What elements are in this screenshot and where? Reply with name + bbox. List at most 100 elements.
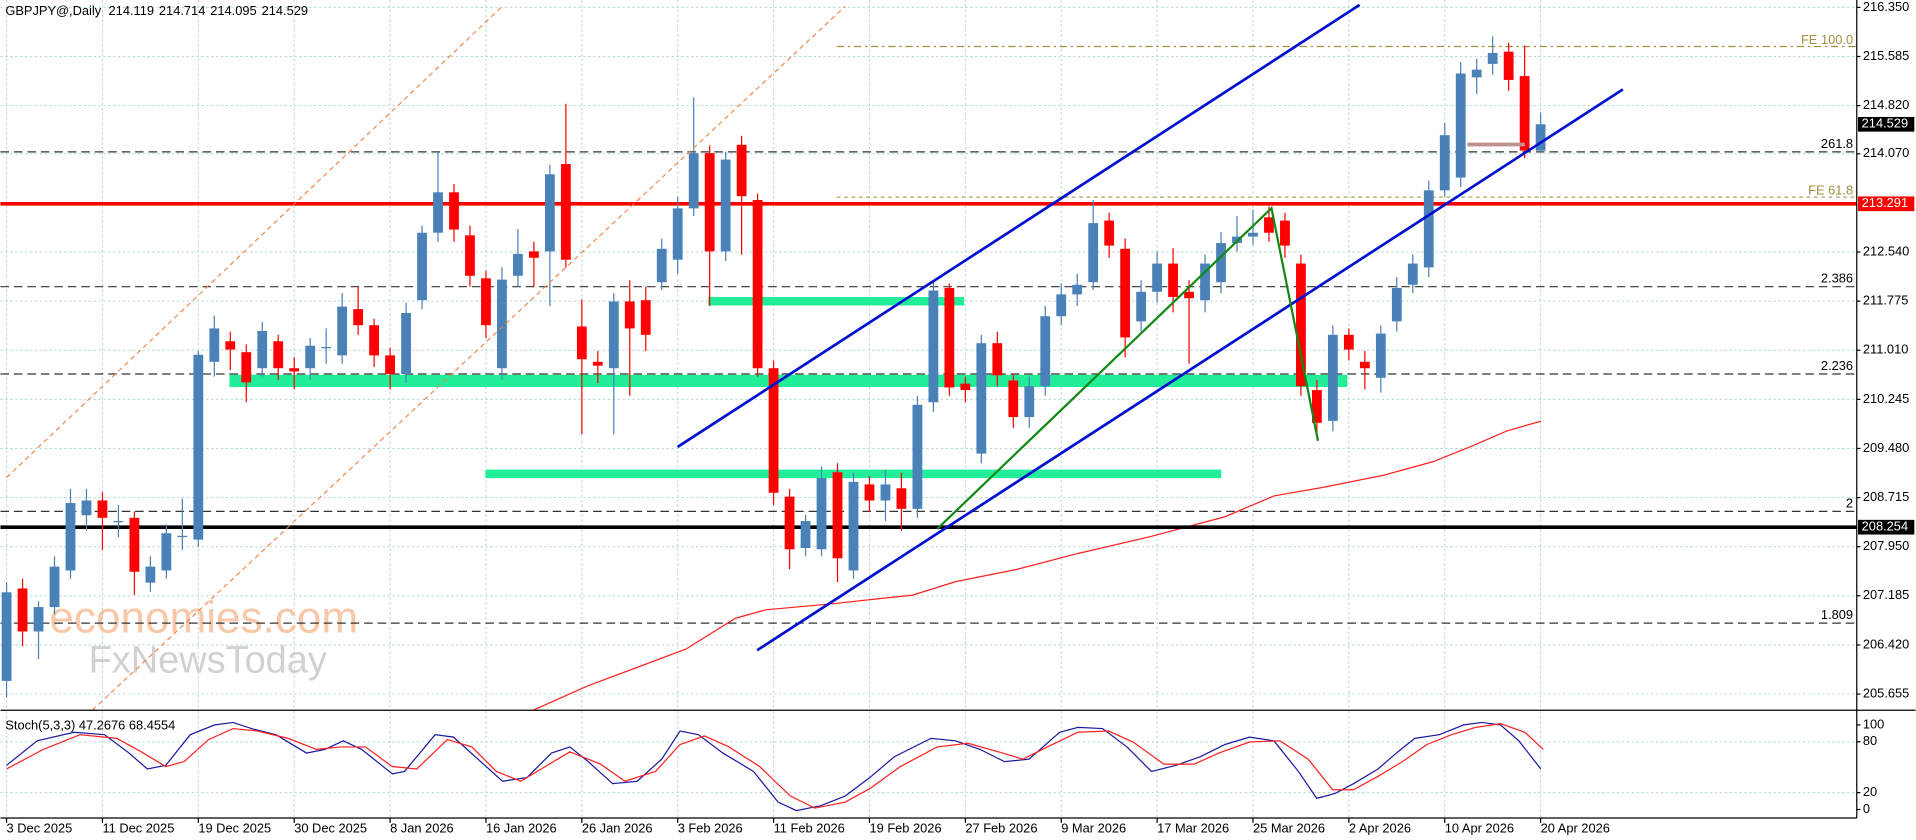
- header-high: 214.714: [159, 4, 205, 19]
- x-tick-label: 11 Feb 2026: [774, 820, 845, 835]
- price-level-label: 213.291: [1862, 195, 1908, 210]
- candle-body: [193, 354, 204, 540]
- price-box: [1858, 519, 1915, 535]
- candle-body: [848, 481, 859, 571]
- header: GBPJPY@,Daily 214.119 214.714 214.095 214.52…: [5, 4, 308, 19]
- candle-body: [1152, 263, 1162, 292]
- candle-body: [305, 345, 316, 369]
- candle-body: [241, 352, 252, 383]
- candle-body: [417, 232, 427, 301]
- candle-body: [768, 368, 779, 493]
- trend-line: [676, 3, 1361, 449]
- x-tick-label: 17 Mar 2026: [1157, 820, 1229, 835]
- x-tick-label: 20 Apr 2026: [1541, 820, 1610, 835]
- candle-body: [1024, 386, 1035, 418]
- candle-body: [1216, 243, 1226, 283]
- candle-body: [608, 301, 619, 369]
- fib-label: 2.236: [1821, 358, 1853, 373]
- y-tick-label: 80: [1863, 733, 1877, 748]
- candle-body: [257, 330, 268, 369]
- price-level-label: 208.254: [1862, 519, 1908, 534]
- x-tick-label: 9 Mar 2026: [1061, 820, 1126, 835]
- candle-body: [752, 200, 763, 369]
- candle-body: [592, 361, 603, 366]
- channel-line: [6, 5, 503, 478]
- stoch-signal-line: [6, 723, 1544, 809]
- candle-body: [81, 500, 92, 516]
- header-symbol: GBPJPY@,Daily: [5, 4, 101, 19]
- candle-body: [944, 287, 955, 388]
- candle-body: [1455, 73, 1466, 178]
- candle-body: [544, 174, 555, 252]
- candle-body: [864, 484, 875, 501]
- candle-body: [1391, 287, 1402, 322]
- candle-body: [656, 248, 667, 283]
- x-tick-label: 26 Jan 2026: [582, 820, 653, 835]
- candle-body: [1248, 232, 1258, 237]
- candle-body: [481, 278, 491, 326]
- candle-body: [1519, 76, 1530, 151]
- candle-body: [832, 472, 843, 559]
- x-tick-label: 10 Apr 2026: [1445, 820, 1514, 835]
- candle-body: [385, 355, 395, 375]
- fe-label: FE 100.0: [1801, 32, 1853, 47]
- y-tick-label: 212.540: [1863, 243, 1909, 258]
- x-tick-label: 8 Jan 2026: [390, 820, 454, 835]
- fib-label: 2.386: [1821, 271, 1853, 286]
- levels: 261.8 2.386 2.236 2 1.809 FE 100.0 FE 61.8: [0, 32, 1857, 624]
- y-tick-label: 207.950: [1863, 538, 1909, 553]
- candle-body: [145, 566, 156, 583]
- y-tick-label: 210.245: [1863, 391, 1909, 406]
- candle-body: [1200, 263, 1210, 301]
- y-tick-label: 20: [1863, 784, 1877, 799]
- stoch-title: Stoch(5,3,3) 47.2676 68.4554: [5, 718, 175, 733]
- header-low: 214.095: [210, 4, 256, 19]
- x-tick-label: 27 Feb 2026: [965, 820, 1037, 835]
- y-tick-label: 100: [1863, 716, 1884, 731]
- candle-body: [369, 325, 379, 356]
- candle-body: [497, 279, 507, 369]
- candle-body: [401, 313, 411, 375]
- candle-body: [784, 496, 795, 550]
- stoch-main-line: [6, 721, 1542, 812]
- y-tick-label: 216.350: [1863, 0, 1909, 14]
- y-tick-label: 0: [1863, 801, 1870, 816]
- y-tick-label: 211.775: [1863, 293, 1908, 308]
- candle-body: [529, 251, 539, 258]
- drawings-over: [6, 3, 1624, 711]
- candle-body: [1471, 69, 1482, 78]
- candle-body: [1407, 263, 1418, 285]
- candle-body: [1312, 390, 1322, 423]
- y-tick-label: 208.715: [1863, 489, 1909, 504]
- candle-body: [576, 326, 587, 360]
- y-tick-label: 207.185: [1863, 587, 1909, 602]
- y-tick-label: 211.010: [1863, 342, 1908, 357]
- candle-body: [560, 164, 571, 260]
- candle-body: [976, 343, 987, 454]
- trend-line: [756, 88, 1624, 652]
- candle-body: [129, 517, 140, 572]
- candle-body: [800, 521, 811, 549]
- candle-body: [1104, 220, 1115, 246]
- candle-body: [1359, 361, 1370, 369]
- candles: [1, 36, 1546, 698]
- fib-label: 261.8: [1821, 136, 1853, 151]
- candle-body: [880, 484, 891, 501]
- candle-body: [1296, 263, 1306, 387]
- candle-body: [624, 301, 635, 329]
- candle-body: [1423, 190, 1434, 268]
- x-tick-label: 19 Dec 2025: [198, 820, 271, 835]
- candle-body: [1503, 51, 1514, 80]
- candle-body: [912, 404, 923, 509]
- x-tick-label: 3 Feb 2026: [678, 820, 743, 835]
- candle-body: [1439, 135, 1450, 191]
- header-open: 214.119: [109, 4, 154, 19]
- header-close: 214.529: [262, 4, 308, 19]
- candle-body: [113, 521, 124, 523]
- fe-label: FE 61.8: [1808, 183, 1853, 198]
- candle-body: [1136, 291, 1147, 322]
- candle-body: [816, 478, 827, 550]
- fib-label: 2: [1846, 495, 1853, 510]
- candle-body: [704, 153, 715, 252]
- candle-body: [1264, 217, 1274, 233]
